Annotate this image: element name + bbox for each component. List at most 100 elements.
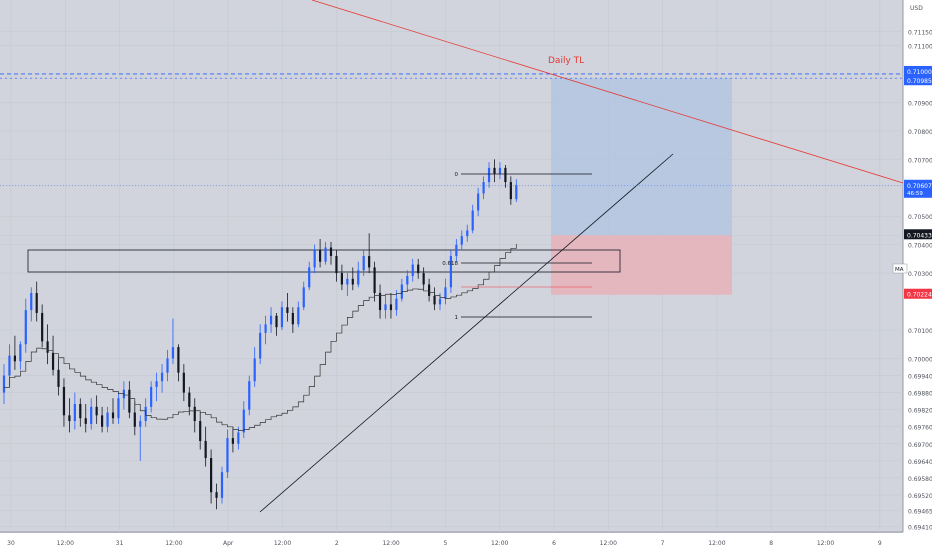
candle-body: [128, 389, 131, 413]
price-tick-label: 0.69640: [908, 459, 932, 466]
candle-body: [346, 278, 349, 285]
candle-body: [35, 293, 38, 313]
fib-level-label: 1: [455, 315, 459, 321]
price-tick-label: 0.69820: [908, 408, 932, 415]
candle-body: [357, 270, 360, 285]
candle-body: [177, 347, 180, 373]
time-tick-label: 12:00: [708, 540, 725, 547]
candle-body: [226, 438, 229, 473]
candle-body: [329, 247, 333, 257]
candle-body: [90, 406, 93, 424]
candle-body: [378, 293, 382, 311]
candle-body: [220, 472, 224, 498]
candle-body: [8, 355, 11, 376]
price-tick-label: 0.69760: [908, 425, 932, 432]
candle-body: [68, 415, 71, 422]
candle-body: [160, 372, 164, 382]
candle-body: [188, 392, 191, 407]
candle-body: [308, 267, 311, 288]
time-tick-label: Apr: [223, 540, 234, 547]
entry-price-label: 0.70433: [907, 232, 932, 239]
candle-body: [411, 264, 414, 276]
candle-body: [422, 273, 425, 285]
candle-body: [237, 432, 240, 444]
candle-body: [13, 355, 16, 362]
current-price-label: 0.70607: [907, 183, 932, 190]
candle-body: [471, 210, 474, 231]
price-axis-background: [903, 0, 932, 550]
candle-body: [150, 386, 153, 407]
candle-body: [291, 312, 294, 325]
time-tick-label: 12:00: [274, 540, 291, 547]
price-tick-label: 0.69410: [908, 524, 932, 531]
candle-body: [368, 256, 371, 268]
price-tick-label: 0.70300: [908, 271, 932, 278]
price-tick-label: 0.70100: [908, 328, 932, 335]
candle-body: [455, 244, 458, 257]
price-tick-label: 0.69580: [908, 476, 932, 483]
fib-level-label: 0: [455, 172, 459, 178]
target-zone: [551, 78, 732, 236]
candle-body: [95, 406, 98, 416]
candle-body: [193, 406, 196, 422]
price-tick-label: 0.71100: [908, 44, 932, 51]
candle-body: [395, 298, 398, 311]
stop-zone: [551, 235, 732, 295]
currency-label: USD: [910, 5, 923, 12]
time-tick-label: 30: [7, 540, 15, 547]
time-tick-label: 6: [552, 540, 556, 547]
candle-body: [487, 167, 491, 183]
candle-body: [280, 307, 284, 328]
candle-body: [428, 284, 431, 296]
candle-body: [482, 182, 485, 194]
candle-body: [264, 324, 267, 333]
candle-body: [106, 412, 109, 427]
candle-body: [275, 315, 278, 328]
candle-body: [2, 375, 6, 393]
candle-body: [166, 358, 169, 373]
candle-body: [139, 421, 142, 427]
time-tick-label: 31: [116, 540, 124, 547]
level-bottom-label-bg: [904, 75, 932, 86]
time-tick-label: 7: [661, 540, 665, 547]
candle-body: [204, 440, 207, 459]
daily-trendline-label: Daily TL: [548, 56, 584, 66]
candles: [2, 159, 518, 510]
candle-body: [389, 304, 393, 311]
candle-body: [477, 193, 480, 211]
moving-average-line: [4, 243, 517, 431]
candle-body: [384, 304, 387, 311]
level-top-label: 0.71000: [907, 69, 932, 76]
candle-body: [171, 347, 175, 359]
candle-body: [199, 421, 202, 441]
candle-body: [24, 310, 27, 345]
price-tick-label: 0.69880: [908, 391, 932, 398]
candle-body: [215, 492, 218, 498]
candle-body: [133, 412, 136, 427]
candle-body: [101, 415, 104, 427]
candle-body: [362, 256, 365, 271]
candle-body: [460, 236, 463, 245]
time-axis: 30 12:00 31 12:00 Apr 12:00 2 12:00 5 12:00 6 12:00…: [7, 540, 882, 547]
candle-body: [19, 344, 22, 362]
level-bottom-label: 0.70985: [907, 78, 932, 85]
current-price-label-bg: [904, 179, 932, 198]
candle-body: [493, 167, 496, 174]
time-tick-label: 12:00: [600, 540, 617, 547]
price-tick-label: 0.70800: [908, 129, 932, 136]
time-tick-label: 12:00: [57, 540, 74, 547]
time-tick-label: 12:00: [165, 540, 182, 547]
candle-body: [111, 412, 115, 419]
entry-price-label-bg: [904, 229, 932, 240]
candle-body: [41, 312, 44, 342]
candle-body: [319, 250, 322, 262]
time-tick-label: 12:00: [817, 540, 834, 547]
candle-body: [449, 256, 452, 288]
candle-body: [30, 293, 33, 311]
candle-body: [444, 287, 447, 299]
candle-body: [504, 167, 507, 183]
candle-body: [248, 381, 251, 410]
candle-body: [231, 438, 234, 444]
